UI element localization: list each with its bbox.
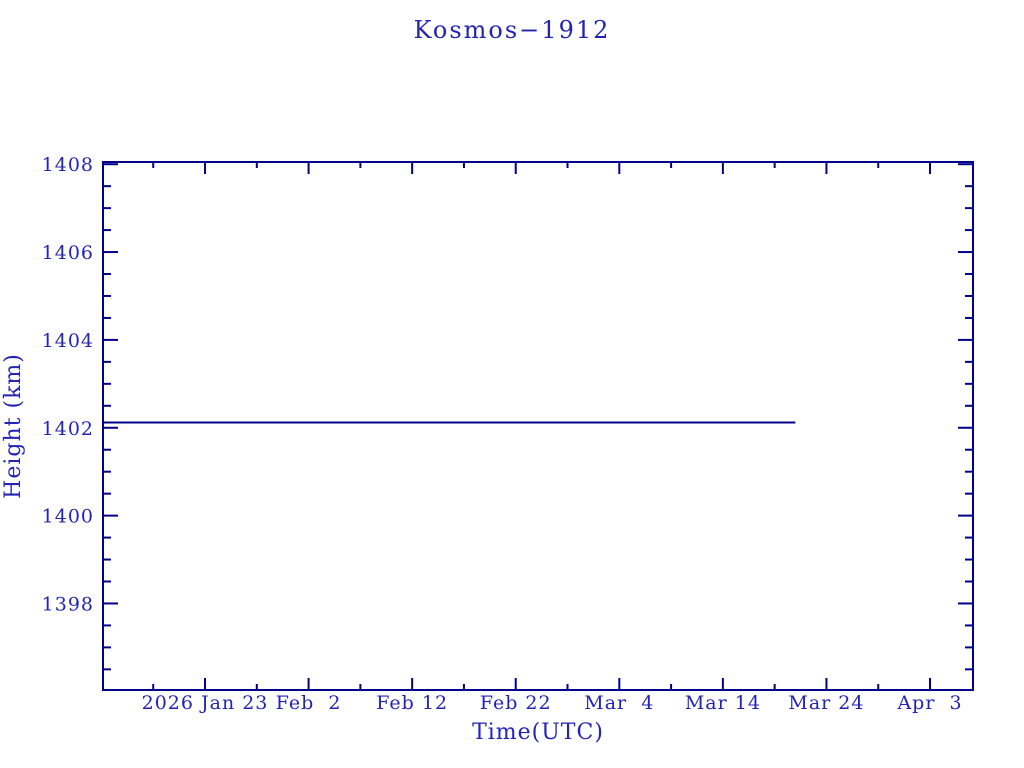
plot-border bbox=[102, 161, 974, 691]
x-tick-label: 2026 Jan 23 bbox=[142, 692, 269, 714]
x-tick-label: Mar 14 bbox=[685, 692, 761, 714]
x-tick-label: Feb 22 bbox=[480, 692, 552, 714]
y-tick-label: 1398 bbox=[42, 593, 94, 615]
x-tick-label: Feb 12 bbox=[376, 692, 448, 714]
y-tick-label: 1408 bbox=[42, 154, 94, 176]
y-axis-label: Height (km) bbox=[1, 353, 26, 499]
y-tick-label: 1406 bbox=[42, 242, 94, 264]
x-tick-label: Mar 24 bbox=[788, 692, 864, 714]
y-tick-label: 1402 bbox=[42, 418, 94, 440]
x-tick-label: Feb 2 bbox=[276, 692, 342, 714]
x-axis-label: Time(UTC) bbox=[472, 720, 604, 745]
chart-title: Kosmos−1912 bbox=[414, 16, 611, 44]
y-tick-label: 1404 bbox=[42, 330, 94, 352]
y-tick-label: 1400 bbox=[42, 506, 94, 528]
plot-area: 2026 Jan 23 Feb 2 Feb 12 Feb 22 Mar 4 Mar 14 M… bbox=[42, 154, 974, 714]
x-tick-label: Mar 4 bbox=[584, 692, 654, 714]
x-tick-label: Apr 3 bbox=[896, 692, 962, 714]
